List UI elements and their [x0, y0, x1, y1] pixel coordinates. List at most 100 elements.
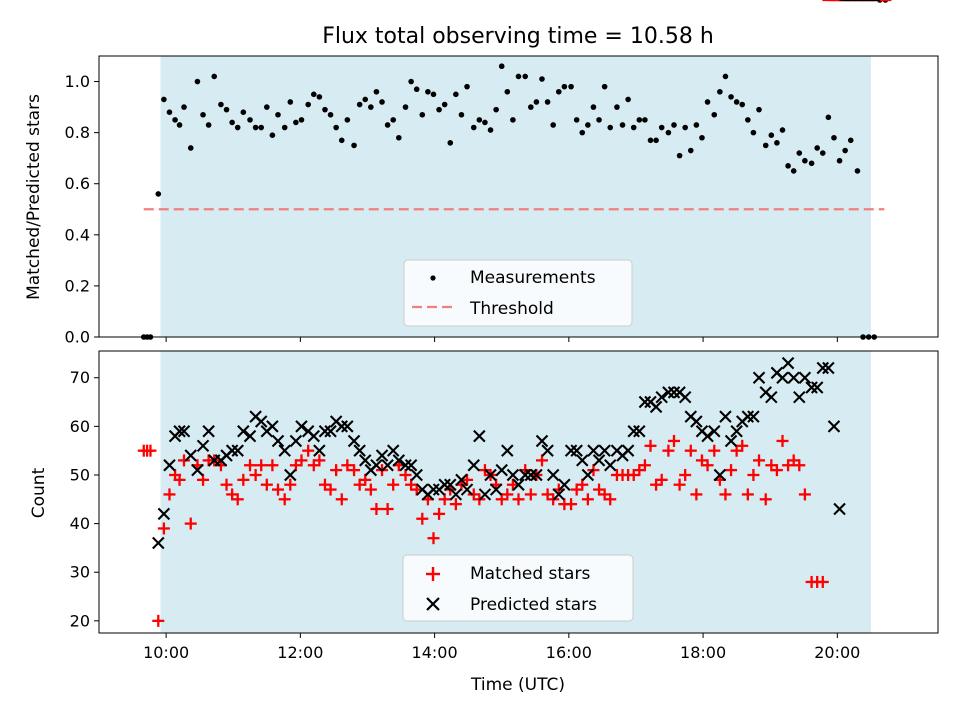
measurement-point — [205, 122, 212, 128]
predicted-point — [506, 468, 520, 482]
legend-matched-label: Matched stars — [470, 564, 590, 584]
predicted-point — [278, 444, 291, 457]
matched-point — [278, 493, 291, 506]
matched-point — [152, 614, 165, 627]
measurement-point — [441, 101, 448, 108]
predicted-point — [370, 459, 383, 472]
measurement-point — [711, 111, 718, 118]
measurement-point — [836, 157, 843, 164]
matched-point — [776, 434, 789, 447]
measurement-point — [172, 117, 178, 123]
measurement-point — [464, 83, 470, 90]
legend-threshold-label: Threshold — [469, 299, 554, 319]
predicted-point — [295, 420, 308, 433]
top-y-axis-label: Matched/Predicted stars — [24, 94, 44, 300]
predicted-point — [621, 444, 635, 457]
y-tick-label: 0.2 — [65, 276, 90, 295]
predicted-point — [271, 434, 285, 448]
y-tick-label: 30 — [70, 563, 90, 582]
measurement-point — [264, 104, 270, 110]
measurement-point — [187, 145, 194, 151]
predicted-point — [410, 468, 423, 482]
matched-point — [295, 454, 308, 467]
matched-point — [461, 473, 474, 486]
predicted-point — [741, 410, 755, 423]
x-tick-label: 18:00 — [680, 643, 726, 662]
predicted-point — [163, 459, 176, 472]
measurement-point — [756, 106, 762, 113]
measurement-point — [704, 99, 711, 105]
y-tick-label: 0.4 — [65, 225, 90, 244]
measurement-point — [408, 78, 414, 85]
predicted-point — [473, 429, 486, 443]
chart-title: Flux total observing time = 10.58 h — [322, 24, 714, 49]
measurement-point — [333, 124, 339, 131]
matched-point — [266, 459, 279, 472]
predicted-point — [701, 429, 714, 443]
measurement-points — [140, 0, 889, 340]
predicted-point — [535, 434, 549, 448]
measurement-point — [269, 132, 276, 138]
measurement-point — [802, 157, 808, 164]
measurement-point — [252, 124, 259, 131]
predicted-point — [690, 415, 703, 428]
measurement-point — [447, 140, 454, 146]
predicted-point — [501, 444, 514, 457]
predicted-point — [564, 444, 578, 457]
predicted-point — [667, 386, 681, 399]
measurement-point — [825, 114, 832, 121]
matched-point — [667, 434, 680, 447]
predicted-point — [386, 444, 400, 457]
measurement-point — [176, 122, 183, 128]
matched-point — [427, 532, 440, 545]
matched-point — [662, 444, 675, 457]
measurement-point — [498, 63, 505, 70]
legend-measurements-label: Measurements — [470, 268, 596, 288]
matched-point — [178, 454, 191, 467]
predicted-point — [254, 415, 268, 428]
x-tick-label: 10:00 — [143, 643, 189, 662]
measurement-point — [293, 119, 299, 126]
matched-point — [370, 503, 383, 516]
predicted-point — [313, 444, 326, 457]
predicted-point — [747, 410, 760, 423]
predicted-point — [793, 390, 806, 404]
matched-point — [501, 488, 514, 501]
predicted-point — [576, 454, 589, 467]
bottom-legend[interactable]: Matched stars Predicted stars — [402, 554, 634, 622]
matched-point — [512, 493, 525, 506]
measurement-point — [413, 86, 420, 93]
predicted-point — [191, 463, 204, 477]
measurement-point — [402, 104, 409, 110]
matched-point — [604, 493, 617, 506]
predicted-point — [381, 459, 394, 472]
measurement-point — [774, 140, 780, 146]
matched-point — [244, 459, 257, 472]
y-tick-label: 60 — [70, 417, 90, 436]
predicted-point — [570, 444, 583, 457]
predicted-point — [558, 478, 571, 491]
legend-predicted-marker — [426, 597, 440, 611]
predicted-point — [524, 468, 538, 482]
predicted-point — [225, 444, 239, 457]
predicted-point — [662, 386, 675, 399]
top-legend[interactable]: Measurements Threshold — [403, 259, 633, 327]
predicted-point — [202, 424, 215, 438]
matched-point — [231, 493, 244, 506]
matched-point — [359, 473, 372, 486]
predicted-point — [730, 424, 743, 438]
measurement-point — [287, 99, 294, 105]
predicted-point — [347, 434, 361, 448]
measurement-point — [223, 106, 230, 113]
matched-point — [684, 444, 697, 457]
measurement-point — [229, 119, 235, 126]
matched-point — [725, 464, 738, 477]
measurement-point — [636, 117, 643, 123]
measurement-point — [310, 91, 317, 98]
measurement-point — [510, 117, 516, 123]
measurement-point — [200, 111, 206, 118]
predicted-point — [404, 459, 418, 472]
measurement-point — [625, 96, 631, 103]
measurement-point — [561, 83, 568, 90]
predicted-point — [724, 434, 738, 448]
